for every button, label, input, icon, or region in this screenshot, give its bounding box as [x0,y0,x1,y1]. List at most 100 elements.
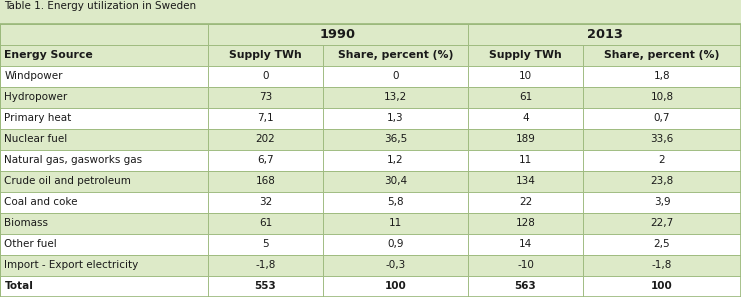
Text: Supply TWh: Supply TWh [229,50,302,60]
Text: Supply TWh: Supply TWh [489,50,562,60]
Text: 7,1: 7,1 [257,113,273,123]
Bar [208,192,323,213]
Bar [0,276,208,297]
Bar [468,87,583,108]
Text: 1990: 1990 [320,28,356,41]
Text: 202: 202 [256,134,275,144]
Text: 1,8: 1,8 [654,71,671,81]
Bar [0,171,208,192]
Text: 5: 5 [262,239,269,249]
Text: Total: Total [4,282,33,291]
Text: -1,8: -1,8 [652,260,672,271]
Bar [323,129,468,150]
Text: Share, percent (%): Share, percent (%) [338,50,453,60]
Text: 10: 10 [519,71,532,81]
Text: Coal and coke: Coal and coke [4,198,78,207]
Text: Nuclear fuel: Nuclear fuel [4,134,67,144]
Bar [583,276,741,297]
Text: 33,6: 33,6 [651,134,674,144]
Bar [468,276,583,297]
Text: Share, percent (%): Share, percent (%) [605,50,720,60]
Bar [323,45,468,66]
Bar [468,255,583,276]
Bar [323,213,468,234]
Text: Natural gas, gasworks gas: Natural gas, gasworks gas [4,155,142,165]
Bar [0,24,208,45]
Text: Windpower: Windpower [4,71,63,81]
Bar [208,276,323,297]
Bar [583,150,741,171]
Text: 2: 2 [659,155,665,165]
Bar [583,129,741,150]
Text: 0,7: 0,7 [654,113,671,123]
Text: 189: 189 [516,134,536,144]
Text: 36,5: 36,5 [384,134,407,144]
Bar [468,129,583,150]
Text: Primary heat: Primary heat [4,113,72,123]
Bar [0,255,208,276]
Bar [583,234,741,255]
Text: Energy Source: Energy Source [4,50,93,60]
Bar [323,171,468,192]
Bar [323,192,468,213]
Bar [208,24,468,45]
Text: 14: 14 [519,239,532,249]
Text: 3,9: 3,9 [654,198,671,207]
Text: 4: 4 [522,113,529,123]
Bar [0,192,208,213]
Text: 2013: 2013 [587,28,622,41]
Bar [323,108,468,129]
Bar [323,255,468,276]
Bar [208,108,323,129]
Bar [208,87,323,108]
Text: 11: 11 [519,155,532,165]
Bar [583,108,741,129]
Bar [208,171,323,192]
Bar [323,66,468,87]
Bar [208,129,323,150]
Bar [208,66,323,87]
Text: Biomass: Biomass [4,218,48,228]
Bar [0,45,208,66]
Text: 100: 100 [651,282,673,291]
Bar [468,192,583,213]
Text: 0,9: 0,9 [388,239,404,249]
Text: 168: 168 [256,176,276,187]
Text: 553: 553 [254,282,276,291]
Bar [468,66,583,87]
Text: 2,5: 2,5 [654,239,671,249]
Bar [208,45,323,66]
Text: Import - Export electricity: Import - Export electricity [4,260,139,271]
Text: 61: 61 [259,218,272,228]
Text: 61: 61 [519,92,532,102]
Text: 13,2: 13,2 [384,92,407,102]
Bar [208,255,323,276]
Bar [0,87,208,108]
Bar [583,213,741,234]
Text: Table 1. Energy utilization in Sweden: Table 1. Energy utilization in Sweden [4,1,196,12]
Bar [468,171,583,192]
Bar [323,234,468,255]
Bar [468,234,583,255]
Text: 22,7: 22,7 [651,218,674,228]
Text: 0: 0 [392,71,399,81]
Text: -10: -10 [517,260,534,271]
Text: 11: 11 [389,218,402,228]
Bar [468,150,583,171]
Bar [468,108,583,129]
Text: 128: 128 [516,218,536,228]
Text: 5,8: 5,8 [387,198,404,207]
Text: 73: 73 [259,92,272,102]
Text: 0: 0 [262,71,269,81]
Bar [323,150,468,171]
Text: 6,7: 6,7 [257,155,273,165]
Bar [583,192,741,213]
Text: 1,3: 1,3 [387,113,404,123]
Text: 22: 22 [519,198,532,207]
Text: 10,8: 10,8 [651,92,674,102]
Bar [323,87,468,108]
Bar [468,213,583,234]
Bar [468,24,741,45]
Bar [583,87,741,108]
Bar [0,66,208,87]
